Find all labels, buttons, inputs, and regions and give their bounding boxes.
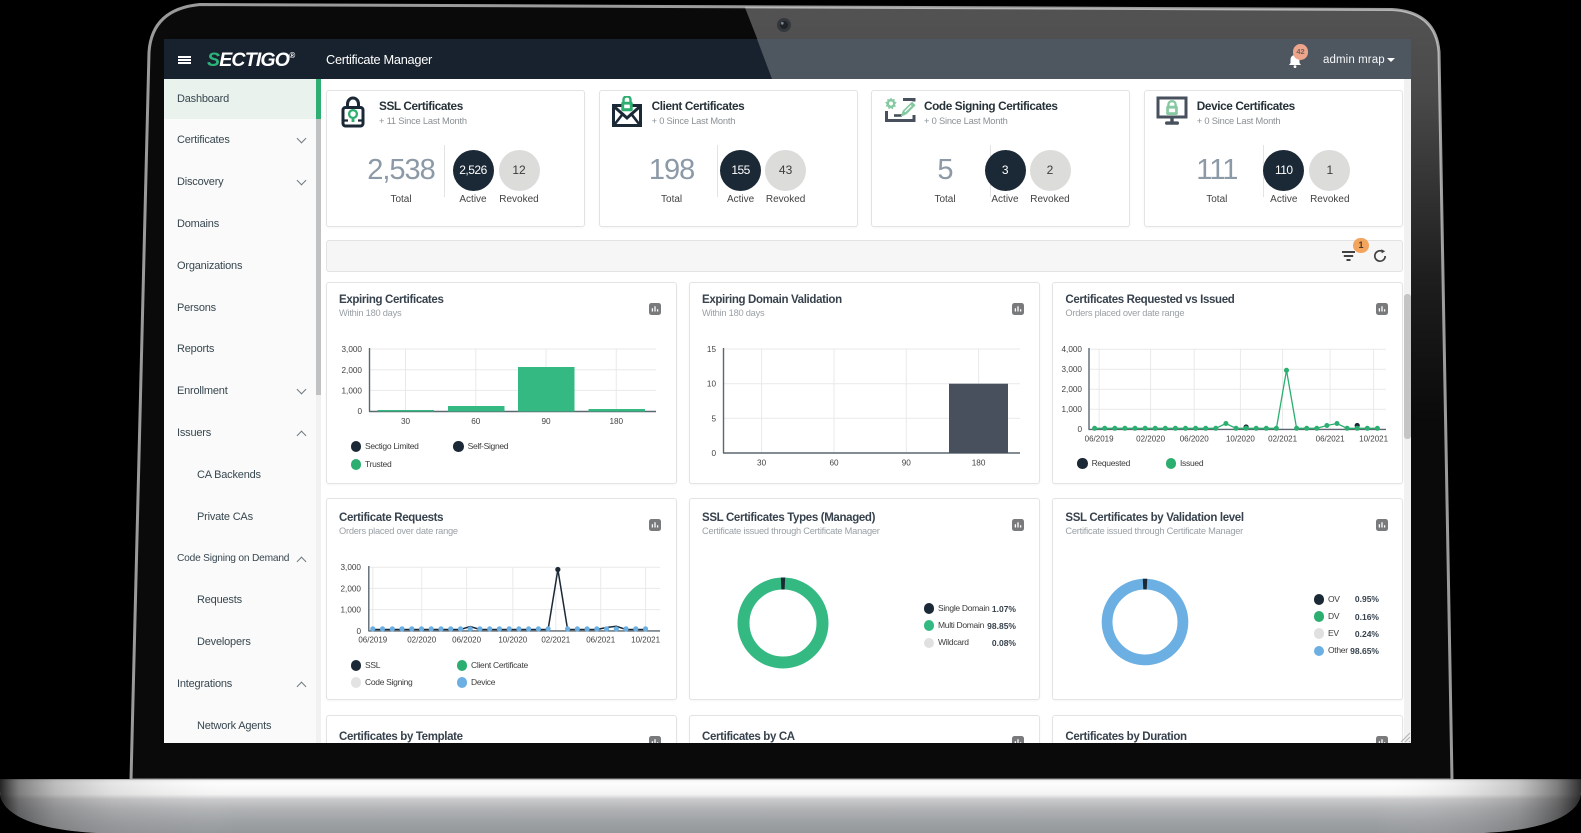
svg-text:06/2019: 06/2019: [358, 635, 387, 644]
svg-text:1,000: 1,000: [341, 605, 362, 614]
svg-text:06/2019: 06/2019: [1085, 435, 1114, 444]
svg-text:02/2021: 02/2021: [541, 635, 570, 644]
svg-text:30: 30: [757, 459, 767, 468]
svg-text:06/2021: 06/2021: [586, 635, 615, 644]
svg-text:0: 0: [357, 407, 362, 416]
svg-text:90: 90: [902, 459, 912, 468]
svg-text:02/2021: 02/2021: [1269, 435, 1298, 444]
svg-text:02/2020: 02/2020: [407, 635, 436, 644]
svg-text:180: 180: [609, 417, 623, 426]
svg-text:02/2020: 02/2020: [1137, 435, 1166, 444]
svg-text:15: 15: [707, 345, 717, 354]
svg-text:06/2020: 06/2020: [1180, 435, 1209, 444]
svg-text:10/2020: 10/2020: [498, 635, 527, 644]
svg-text:0: 0: [711, 449, 716, 458]
svg-text:30: 30: [401, 417, 411, 426]
svg-text:3,000: 3,000: [341, 563, 362, 572]
svg-text:180: 180: [972, 459, 986, 468]
svg-text:4,000: 4,000: [1062, 345, 1083, 354]
svg-text:0: 0: [1078, 425, 1083, 434]
svg-text:10/2021: 10/2021: [631, 635, 660, 644]
svg-text:1,000: 1,000: [342, 386, 363, 395]
svg-text:1,000: 1,000: [1062, 405, 1083, 414]
svg-text:2,000: 2,000: [1062, 385, 1083, 394]
svg-text:10/2020: 10/2020: [1226, 435, 1255, 444]
svg-text:90: 90: [541, 417, 551, 426]
svg-text:2,000: 2,000: [342, 366, 363, 375]
svg-text:10: 10: [707, 380, 717, 389]
svg-text:2,000: 2,000: [341, 584, 362, 593]
svg-text:06/2020: 06/2020: [452, 635, 481, 644]
svg-text:0: 0: [356, 626, 361, 635]
svg-text:60: 60: [471, 417, 481, 426]
svg-text:3,000: 3,000: [342, 345, 363, 354]
svg-text:60: 60: [829, 459, 839, 468]
svg-text:3,000: 3,000: [1062, 365, 1083, 374]
svg-text:10/2021: 10/2021: [1360, 435, 1389, 444]
svg-text:5: 5: [711, 414, 716, 423]
svg-text:06/2021: 06/2021: [1316, 435, 1345, 444]
